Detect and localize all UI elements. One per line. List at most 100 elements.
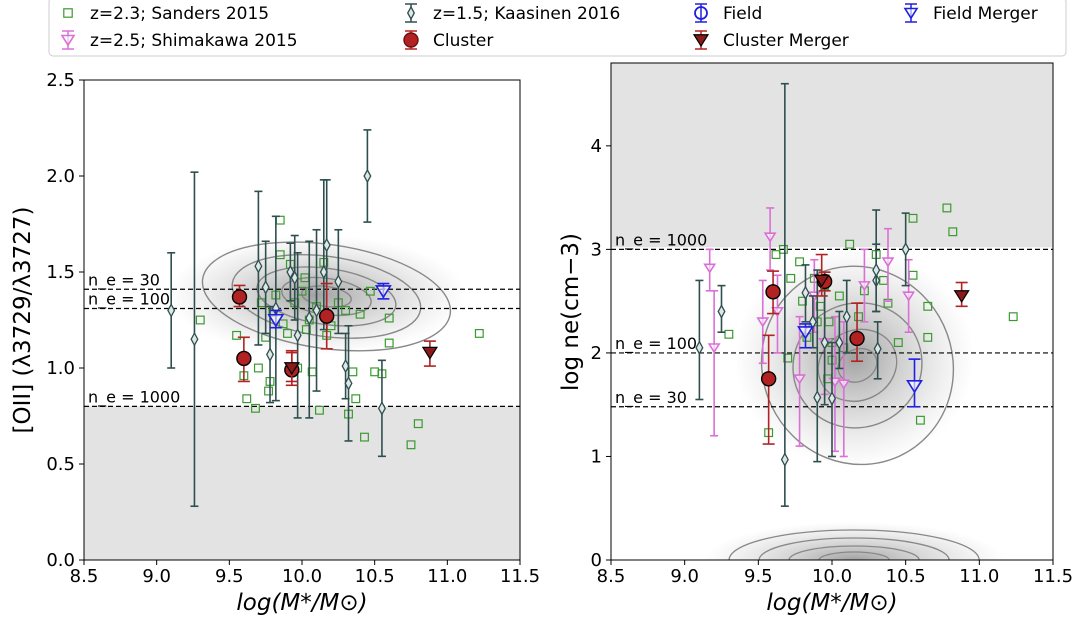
- data-point: [857, 281, 871, 292]
- y-tick-label: 2.5: [46, 70, 75, 91]
- data-point: [703, 263, 717, 274]
- data-point: [760, 371, 777, 387]
- data-point: [374, 285, 392, 299]
- error-bar: [813, 269, 822, 463]
- data-point: [798, 296, 807, 306]
- data-point: [908, 213, 918, 223]
- data-point: [406, 440, 416, 450]
- data-point: [267, 313, 285, 328]
- data-point: [236, 350, 252, 367]
- data-point: [334, 274, 343, 289]
- x-tick-label: 9.5: [215, 566, 244, 587]
- data-point: [783, 353, 793, 363]
- data-point: [360, 432, 369, 442]
- series-cluster-merger: [813, 253, 970, 308]
- x-tick-label: 10.0: [282, 566, 322, 587]
- error-bar: [710, 289, 719, 437]
- data-point: [384, 313, 394, 323]
- data-point: [344, 376, 353, 391]
- data-point: [231, 289, 248, 305]
- data-point: [190, 331, 199, 347]
- density-contour-bottom: [728, 529, 980, 560]
- legend-entry: z=2.3; Sanders 2015: [63, 4, 269, 24]
- legend-entry: Field Merger: [903, 3, 1038, 24]
- density-cloud: [734, 248, 975, 469]
- data-point: [786, 273, 796, 283]
- data-point: [301, 325, 311, 335]
- data-point: [253, 363, 263, 373]
- density-contour: [201, 241, 452, 352]
- series-cluster-merger: [283, 340, 438, 387]
- data-point: [724, 329, 734, 339]
- legend-frame: [48, 0, 1067, 57]
- data-point: [384, 338, 394, 348]
- data-point: [881, 257, 895, 268]
- error-bar: [305, 240, 314, 419]
- ne-annotation: n_e = 100: [88, 289, 170, 309]
- data-point: [942, 203, 952, 213]
- legend-label: Cluster: [433, 31, 493, 51]
- legend-label: Field Merger: [933, 4, 1038, 24]
- legend-label: Cluster Merger: [723, 31, 849, 51]
- data-point: [275, 215, 285, 225]
- data-point: [254, 258, 263, 274]
- y-tick-label: 2: [591, 343, 602, 364]
- data-point: [261, 280, 270, 295]
- data-point: [780, 452, 789, 467]
- density-contour-bottom: [788, 545, 920, 560]
- data-point: [842, 309, 851, 325]
- data-point: [797, 326, 814, 340]
- right-x-axis-label: log(M*/M⊙): [766, 590, 897, 616]
- data-point: [355, 309, 365, 319]
- x-tick-label: 11.0: [427, 566, 467, 587]
- series-z-1-5-kaasinen-2016: [695, 82, 910, 507]
- series-field-merger: [797, 323, 923, 408]
- density-contour: [231, 253, 422, 339]
- legend-marker: [692, 34, 710, 48]
- x-tick-label: 10.5: [886, 566, 926, 587]
- density-contour: [817, 328, 898, 402]
- legend-marker: [903, 7, 919, 20]
- data-point: [232, 330, 242, 340]
- data-point: [370, 367, 380, 377]
- data-point: [854, 312, 863, 322]
- left-panel: 8.5 9.0 9.5 10.0 10.5 11.0 11.5 0.0 0.5 1.0 1.5 2.0…: [10, 70, 540, 616]
- data-point: [695, 340, 704, 356]
- legend-entry: z=1.5; Kaasinen 2016: [405, 3, 620, 24]
- x-tick-label: 9.0: [670, 566, 699, 587]
- data-point: [813, 274, 830, 288]
- density-contour-bottom: [818, 551, 890, 560]
- data-point: [322, 237, 331, 253]
- data-point: [365, 286, 375, 296]
- ne-annotation: n_e = 30: [88, 270, 160, 290]
- y-tick-label: 4: [591, 136, 602, 157]
- legend-marker: [406, 5, 416, 21]
- data-point: [906, 379, 923, 394]
- data-point: [837, 379, 851, 390]
- data-point: [948, 227, 958, 237]
- error-bar: [762, 334, 775, 445]
- y-tick-label: 3: [591, 239, 602, 260]
- data-point: [319, 308, 335, 324]
- data-point: [953, 290, 970, 304]
- data-point: [813, 390, 822, 405]
- x-tick-label: 8.5: [70, 566, 99, 587]
- data-point: [834, 291, 844, 301]
- data-point: [314, 405, 324, 415]
- data-point: [251, 403, 260, 413]
- data-point: [801, 285, 810, 301]
- legend-entry: z=2.5; Shimakawa 2015: [60, 30, 298, 51]
- error-bar: [780, 82, 789, 507]
- y-tick-label: 1.0: [46, 358, 75, 379]
- data-point: [264, 386, 274, 396]
- data-point: [771, 250, 781, 260]
- data-point: [707, 343, 721, 354]
- shaded-region: [84, 406, 520, 560]
- y-tick-label: 1.5: [46, 262, 75, 283]
- x-tick-label: 10.0: [812, 566, 852, 587]
- x-tick-label: 9.0: [142, 566, 171, 587]
- data-point: [827, 391, 837, 406]
- data-point: [195, 315, 205, 325]
- data-point: [363, 168, 372, 184]
- data-point: [283, 328, 292, 338]
